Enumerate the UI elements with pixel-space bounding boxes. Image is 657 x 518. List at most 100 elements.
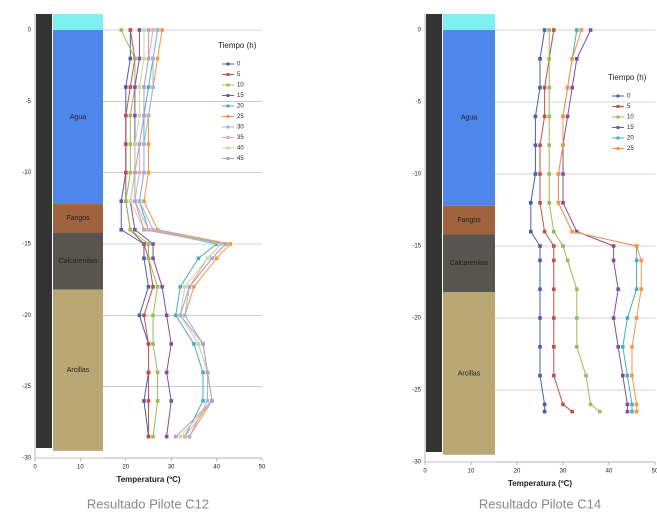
point <box>151 56 155 61</box>
point <box>142 142 146 146</box>
layer-label: Fangos <box>457 217 481 224</box>
legend-label: 5 <box>237 72 241 78</box>
point <box>575 57 579 61</box>
point <box>142 85 146 89</box>
point <box>137 142 142 146</box>
point <box>538 316 542 320</box>
point <box>561 172 565 176</box>
layer-label: Fangos <box>66 215 90 222</box>
point <box>124 199 128 203</box>
point <box>547 114 551 119</box>
point <box>611 244 616 248</box>
point <box>142 256 146 261</box>
point <box>634 409 639 414</box>
legend-marker <box>226 62 230 66</box>
point <box>538 345 542 349</box>
point <box>529 229 533 234</box>
legend-marker <box>616 126 620 129</box>
point <box>552 316 556 320</box>
point <box>538 373 542 378</box>
point <box>160 285 164 289</box>
chart: Agua Fangos Calcarenitas Arcillas 0 -5 -10 -15 -… <box>22 14 266 511</box>
point <box>169 342 173 346</box>
point <box>133 227 137 232</box>
legend-label: 5 <box>627 104 631 110</box>
point <box>538 57 542 61</box>
point <box>575 316 579 320</box>
point <box>556 172 561 176</box>
point <box>151 242 155 246</box>
point <box>565 258 570 263</box>
point <box>621 345 625 349</box>
point <box>625 402 630 407</box>
legend-marker <box>616 94 620 98</box>
point <box>634 244 639 248</box>
point <box>542 229 547 234</box>
point <box>561 143 565 147</box>
point <box>178 434 183 439</box>
legend-label: 35 <box>237 135 244 141</box>
y-tick-label: -10 <box>412 172 421 178</box>
point <box>124 85 128 89</box>
point <box>210 256 214 261</box>
series-line <box>562 29 628 412</box>
soil-layer <box>443 234 495 293</box>
point <box>533 172 538 176</box>
point <box>128 28 133 32</box>
point <box>192 285 196 289</box>
y-tick-label: -25 <box>22 384 31 390</box>
y-tick-label: -20 <box>22 313 31 319</box>
point <box>137 313 142 318</box>
series-line <box>129 30 172 437</box>
point <box>164 313 169 318</box>
point <box>634 258 639 263</box>
point <box>151 28 155 32</box>
point <box>155 56 160 61</box>
point <box>164 434 169 439</box>
point <box>146 85 151 89</box>
y-tick-label: -5 <box>416 100 422 106</box>
point <box>542 85 547 90</box>
legend-label: 10 <box>237 83 244 89</box>
point <box>584 373 588 378</box>
point <box>625 316 630 320</box>
point <box>533 143 538 147</box>
point <box>164 370 169 375</box>
soil-layer <box>53 289 103 451</box>
series-line <box>530 29 546 412</box>
point <box>155 28 160 32</box>
point <box>119 199 124 203</box>
legend-label: 30 <box>237 125 244 131</box>
point <box>542 409 547 414</box>
point <box>570 57 574 61</box>
point <box>192 342 196 346</box>
y-tick-label: -15 <box>22 242 31 248</box>
point <box>142 313 146 318</box>
point <box>210 399 214 403</box>
point <box>128 227 133 232</box>
layer-label: Agua <box>70 114 86 121</box>
point <box>547 143 551 147</box>
point <box>570 409 574 414</box>
point <box>146 370 151 375</box>
point <box>529 201 533 205</box>
point <box>151 285 155 289</box>
point <box>542 114 547 119</box>
point <box>178 313 183 318</box>
point <box>151 313 155 318</box>
point <box>119 28 124 32</box>
point <box>142 227 146 232</box>
point <box>133 142 137 146</box>
point <box>214 242 219 246</box>
series-line <box>143 29 232 437</box>
point <box>201 370 205 375</box>
legend-marker <box>616 147 620 150</box>
point <box>552 229 556 234</box>
x-tick-label: 50 <box>652 469 657 475</box>
point <box>151 256 155 261</box>
point <box>616 345 620 349</box>
point <box>625 409 630 414</box>
point <box>575 287 579 291</box>
point <box>570 85 574 90</box>
